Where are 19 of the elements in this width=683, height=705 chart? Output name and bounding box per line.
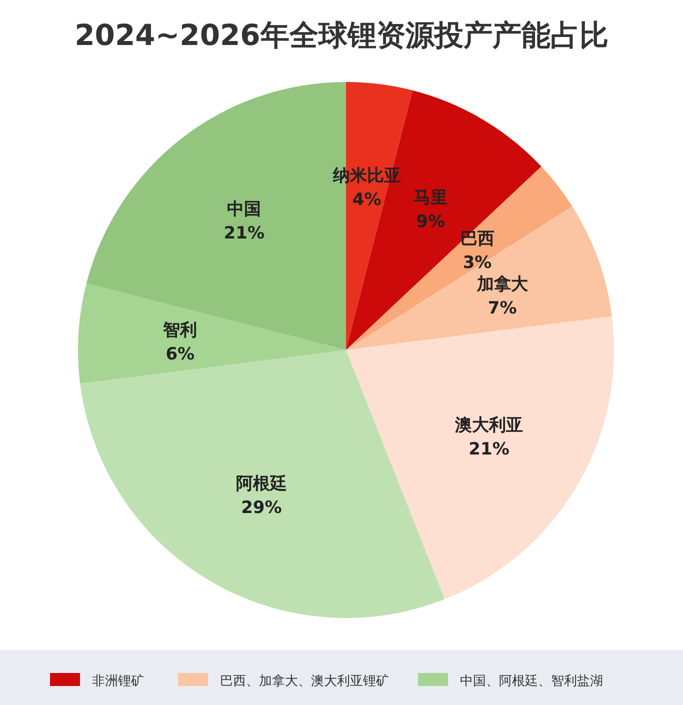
slice-label: 智利 xyxy=(162,320,198,341)
chart-title: 2024~2026年全球锂资源投产产能占比 xyxy=(74,18,608,52)
text: 非洲锂矿 xyxy=(92,674,144,689)
text: 中国、阿根廷、智利盐湖 xyxy=(460,674,603,689)
slice-label: 阿根廷 xyxy=(236,474,287,494)
slice-label: 中国 xyxy=(227,200,262,220)
data-label: 21% xyxy=(468,440,510,460)
data-label: 21% xyxy=(224,224,265,244)
slice-label: 巴西 xyxy=(460,229,494,250)
data-label: 7% xyxy=(488,298,517,319)
data-label: 4% xyxy=(352,190,382,210)
text: 巴西、加拿大、澳大利亚锂矿 xyxy=(220,674,389,689)
slice-label: 澳大利亚 xyxy=(454,416,524,436)
data-label: 3% xyxy=(462,253,492,274)
slice-label: 马里 xyxy=(414,188,448,208)
data-label: 29% xyxy=(241,498,282,518)
data-label: 6% xyxy=(166,344,195,365)
slice-label: 加拿大 xyxy=(476,274,529,295)
data-label: 9% xyxy=(416,212,446,232)
